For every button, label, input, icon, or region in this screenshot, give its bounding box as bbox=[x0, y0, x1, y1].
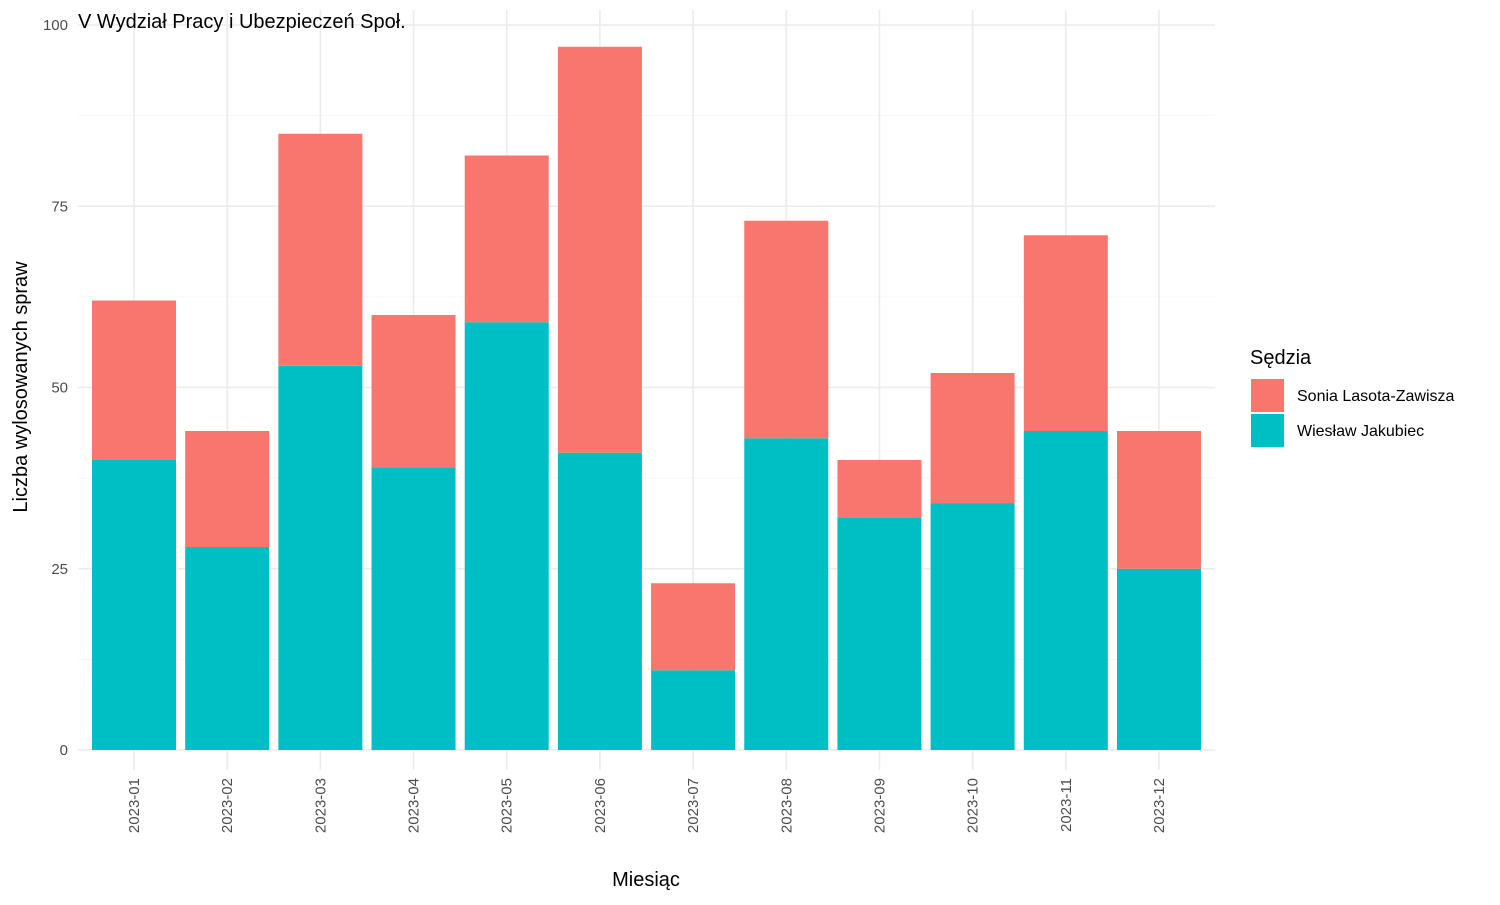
x-tick-labels: 2023-01 2023-02 2023-03 2023-04 2023-05 2023-… bbox=[126, 778, 1168, 833]
legend-label: Wiesław Jakubiec bbox=[1297, 423, 1424, 440]
bar-sonia-lasota-zawisza-2023-11 bbox=[1023, 235, 1108, 431]
bar-wieslaw-jakubiec-2023-08 bbox=[744, 438, 829, 750]
legend-label: Sonia Lasota-Zawisza bbox=[1297, 388, 1455, 405]
bar-sonia-lasota-zawisza-2023-04 bbox=[371, 315, 456, 468]
bar-wieslaw-jakubiec-2023-05 bbox=[464, 322, 549, 750]
bar-sonia-lasota-zawisza-2023-09 bbox=[837, 460, 922, 518]
x-tick-label: 2023-11 bbox=[1058, 778, 1075, 832]
x-tick-label: 2023-07 bbox=[685, 778, 702, 833]
y-tick-label: 25 bbox=[51, 561, 68, 578]
bar-sonia-lasota-zawisza-2023-02 bbox=[185, 431, 270, 547]
bar-wieslaw-jakubiec-2023-02 bbox=[185, 547, 270, 750]
bars-layer bbox=[92, 46, 1201, 750]
bar-wieslaw-jakubiec-2023-07 bbox=[651, 670, 736, 750]
x-tick-label: 2023-03 bbox=[312, 778, 329, 833]
bar-sonia-lasota-zawisza-2023-12 bbox=[1116, 431, 1201, 569]
bar-sonia-lasota-zawisza-2023-06 bbox=[557, 46, 642, 453]
bar-wieslaw-jakubiec-2023-11 bbox=[1023, 431, 1108, 750]
x-tick-label: 2023-08 bbox=[778, 778, 795, 833]
legend: Sędzia Sonia Lasota-Zawisza Wiesław Jakub… bbox=[1250, 347, 1455, 447]
bar-wieslaw-jakubiec-2023-09 bbox=[837, 518, 922, 750]
x-tick-label: 2023-05 bbox=[499, 778, 516, 833]
x-tick-label: 2023-12 bbox=[1151, 778, 1168, 833]
bar-wieslaw-jakubiec-2023-03 bbox=[278, 365, 363, 750]
x-tick-label: 2023-02 bbox=[219, 778, 236, 833]
legend-swatch bbox=[1251, 379, 1284, 412]
y-tick-label: 50 bbox=[51, 380, 68, 397]
bar-wieslaw-jakubiec-2023-04 bbox=[371, 467, 456, 750]
bar-sonia-lasota-zawisza-2023-03 bbox=[278, 133, 363, 366]
y-tick-label: 100 bbox=[43, 17, 68, 34]
bar-wieslaw-jakubiec-2023-06 bbox=[557, 452, 642, 750]
legend-title: Sędzia bbox=[1250, 347, 1312, 369]
legend-swatch bbox=[1251, 414, 1284, 447]
chart-title: V Wydział Pracy i Ubezpieczeń Społ. bbox=[78, 11, 406, 33]
x-tick-label: 2023-01 bbox=[126, 778, 143, 833]
legend-items: Sonia Lasota-Zawisza Wiesław Jakubiec bbox=[1251, 379, 1455, 447]
bar-wieslaw-jakubiec-2023-12 bbox=[1116, 568, 1201, 750]
y-tick-labels: 0 25 50 75 100 bbox=[43, 17, 68, 759]
bar-sonia-lasota-zawisza-2023-01 bbox=[92, 300, 176, 460]
bar-sonia-lasota-zawisza-2023-05 bbox=[464, 155, 549, 323]
bar-sonia-lasota-zawisza-2023-08 bbox=[744, 220, 829, 439]
bar-sonia-lasota-zawisza-2023-07 bbox=[651, 583, 736, 671]
y-tick-label: 0 bbox=[60, 742, 68, 759]
x-tick-label: 2023-09 bbox=[871, 778, 888, 833]
bar-wieslaw-jakubiec-2023-10 bbox=[930, 503, 1015, 750]
bar-sonia-lasota-zawisza-2023-10 bbox=[930, 373, 1015, 504]
x-tick-label: 2023-06 bbox=[592, 778, 609, 833]
bar-wieslaw-jakubiec-2023-01 bbox=[92, 460, 176, 750]
x-tick-label: 2023-04 bbox=[406, 778, 423, 833]
y-axis-title: Liczba wylosowanych spraw bbox=[10, 261, 32, 513]
y-tick-label: 75 bbox=[51, 198, 68, 215]
x-tick-label: 2023-10 bbox=[965, 778, 982, 833]
x-axis-title: Miesiąc bbox=[612, 869, 680, 891]
